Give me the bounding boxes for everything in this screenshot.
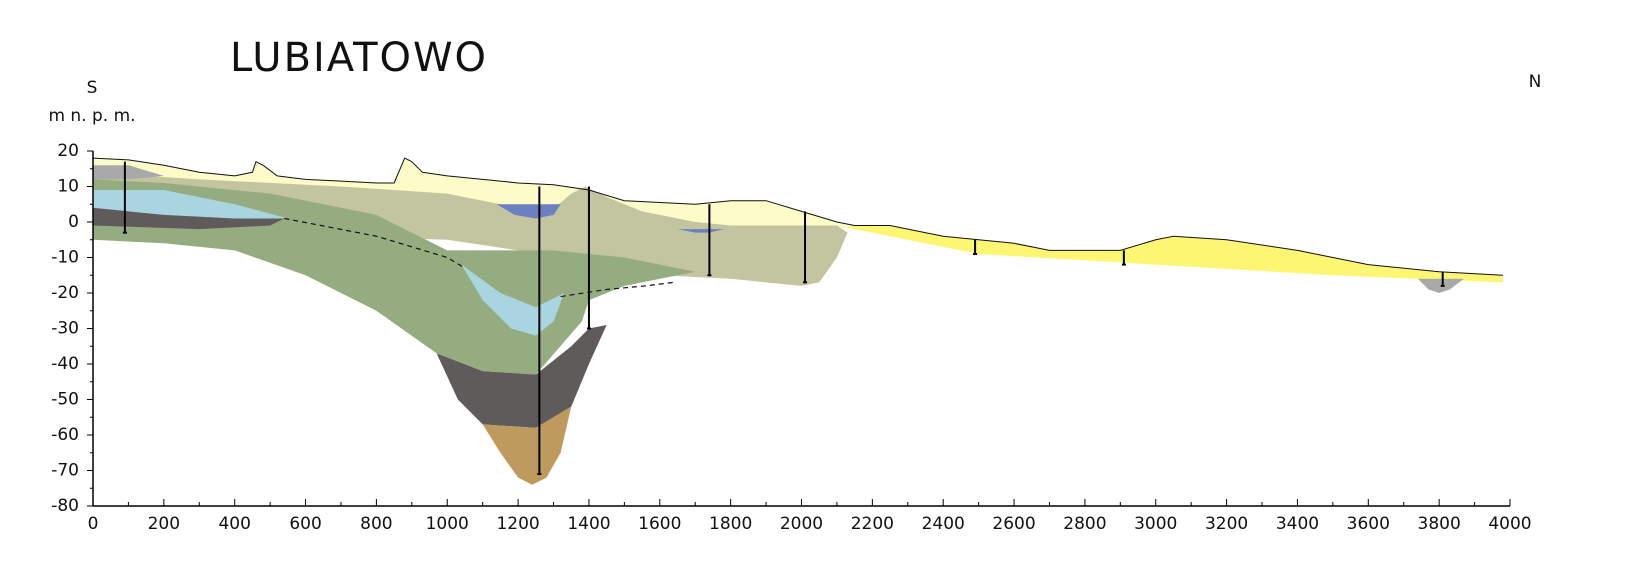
y-tick-label: -40 (51, 354, 79, 374)
right-label: N (1529, 72, 1542, 92)
x-tick-label: 1600 (638, 514, 681, 534)
left-label: S (87, 78, 98, 98)
x-tick-label: 2800 (1063, 514, 1106, 534)
y-tick-label: -60 (51, 425, 79, 445)
y-tick-label: 0 (68, 212, 79, 232)
y-tick-label: -30 (51, 319, 79, 339)
x-tick-label: 2200 (851, 514, 894, 534)
y-axis-label: m n. p. m. (48, 106, 135, 126)
x-tick-label: 3800 (1418, 514, 1461, 534)
y-tick-label: -70 (51, 461, 79, 481)
x-tick-label: 1800 (709, 514, 752, 534)
x-tick-label: 3000 (1134, 514, 1177, 534)
x-tick-label: 200 (148, 514, 180, 534)
chart-title: LUBIATOWO (230, 35, 488, 81)
x-tick-label: 800 (360, 514, 392, 534)
y-tick-label: -80 (51, 496, 79, 516)
x-tick-label: 4000 (1488, 514, 1531, 534)
chart: LUBIATOWO S m n. p. m. N 020040060080010… (0, 0, 1626, 561)
x-tick-label: 1200 (496, 514, 539, 534)
y-tick-label: -10 (51, 248, 79, 268)
x-tick-label: 2600 (992, 514, 1035, 534)
x-tick-label: 2000 (780, 514, 823, 534)
x-tick-label: 600 (289, 514, 321, 534)
x-tick-label: 400 (218, 514, 250, 534)
y-tick-label: 10 (57, 177, 79, 197)
y-tick-label: 20 (57, 141, 79, 161)
x-tick-label: 3600 (1347, 514, 1390, 534)
x-tick-label: 0 (88, 514, 99, 534)
layer (837, 222, 1503, 282)
x-tick-label: 2400 (922, 514, 965, 534)
x-tick-label: 3400 (1276, 514, 1319, 534)
x-tick-label: 3200 (1205, 514, 1248, 534)
y-tick-label: -20 (51, 283, 79, 303)
y-tick-label: -50 (51, 390, 79, 410)
x-tick-label: 1400 (567, 514, 610, 534)
x-tick-label: 1000 (426, 514, 469, 534)
